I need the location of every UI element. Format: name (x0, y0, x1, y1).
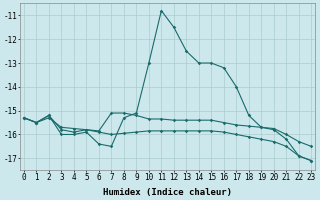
X-axis label: Humidex (Indice chaleur): Humidex (Indice chaleur) (103, 188, 232, 197)
